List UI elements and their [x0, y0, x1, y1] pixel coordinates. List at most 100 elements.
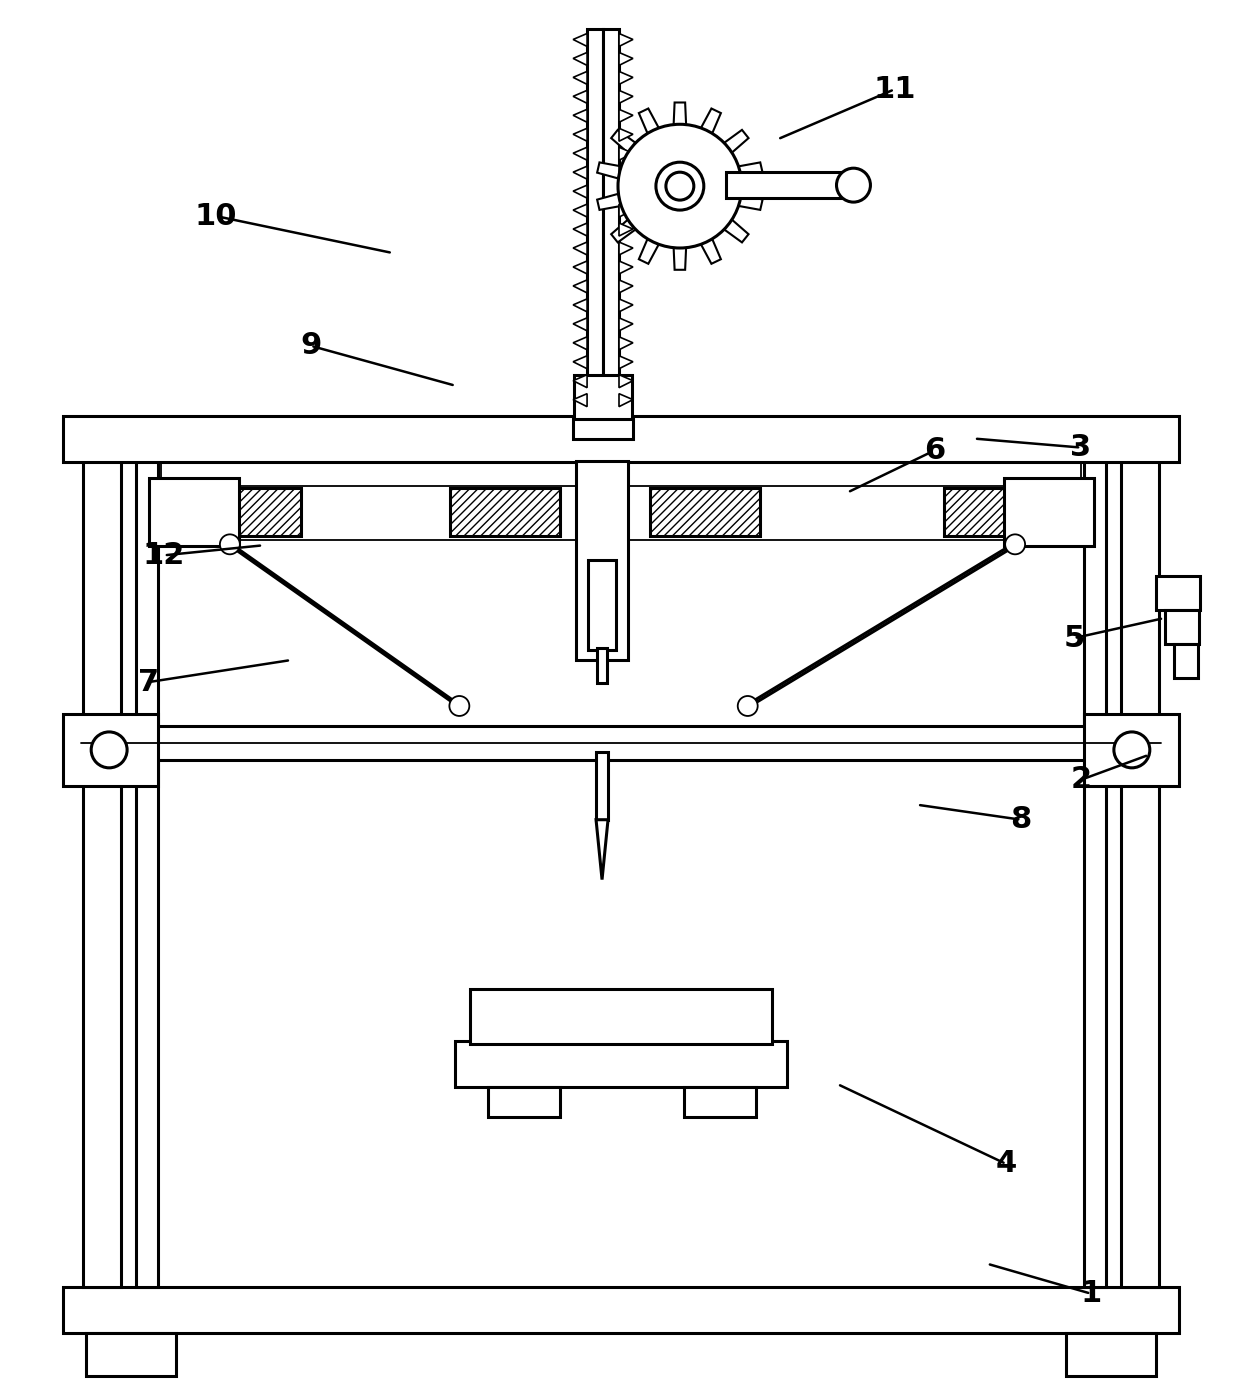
Bar	[945, 489, 1044, 536]
Polygon shape	[673, 103, 686, 125]
Bar	[1084, 436, 1106, 1286]
Circle shape	[666, 172, 694, 200]
Polygon shape	[619, 128, 632, 142]
Polygon shape	[739, 193, 763, 210]
Circle shape	[738, 696, 758, 715]
Polygon shape	[619, 53, 632, 65]
Polygon shape	[573, 167, 587, 179]
Polygon shape	[573, 71, 587, 85]
Circle shape	[1006, 535, 1025, 554]
Polygon shape	[619, 90, 632, 103]
Polygon shape	[619, 393, 632, 407]
Polygon shape	[619, 375, 632, 388]
Bar	[725, 172, 856, 199]
Polygon shape	[639, 108, 658, 133]
Polygon shape	[573, 204, 587, 217]
Polygon shape	[619, 33, 632, 46]
Bar	[63, 1286, 1179, 1332]
Circle shape	[618, 124, 742, 249]
Bar	[603, 29, 619, 418]
Polygon shape	[573, 128, 587, 142]
Polygon shape	[573, 375, 587, 388]
Text: 7: 7	[139, 668, 160, 696]
Bar	[573, 418, 632, 439]
Text: 5: 5	[1064, 624, 1085, 653]
Bar	[596, 649, 608, 683]
Polygon shape	[619, 281, 632, 293]
Text: 11: 11	[873, 75, 915, 104]
Polygon shape	[573, 281, 587, 293]
Bar	[1121, 436, 1159, 1286]
Polygon shape	[573, 242, 587, 256]
Bar	[1164, 610, 1199, 644]
Bar	[1156, 576, 1199, 610]
Polygon shape	[619, 224, 632, 236]
Text: 6: 6	[924, 436, 945, 465]
Polygon shape	[619, 261, 632, 274]
Polygon shape	[573, 110, 587, 122]
Polygon shape	[619, 147, 632, 160]
Polygon shape	[573, 336, 587, 350]
Circle shape	[1114, 732, 1149, 768]
Bar	[1004, 478, 1094, 546]
Polygon shape	[619, 242, 632, 256]
Bar	[574, 375, 632, 425]
Bar	[577, 461, 627, 660]
Polygon shape	[573, 147, 587, 160]
Polygon shape	[573, 53, 587, 65]
Polygon shape	[619, 299, 632, 313]
Polygon shape	[619, 356, 632, 368]
Text: 3: 3	[1070, 433, 1091, 463]
Bar	[83, 436, 122, 1286]
Polygon shape	[598, 163, 621, 179]
Polygon shape	[573, 393, 587, 407]
Text: 9: 9	[300, 332, 321, 360]
Polygon shape	[573, 356, 587, 368]
Polygon shape	[619, 336, 632, 350]
Bar	[650, 489, 760, 536]
Polygon shape	[739, 163, 763, 179]
Polygon shape	[673, 247, 686, 269]
Bar	[1084, 714, 1179, 786]
Bar	[587, 29, 603, 418]
Polygon shape	[701, 108, 720, 133]
Polygon shape	[573, 90, 587, 103]
Polygon shape	[573, 185, 587, 199]
Text: 4: 4	[996, 1150, 1017, 1178]
Bar	[149, 478, 239, 546]
Circle shape	[92, 732, 128, 768]
Polygon shape	[619, 318, 632, 331]
Bar	[1066, 1332, 1156, 1376]
Circle shape	[449, 696, 469, 715]
Bar	[63, 415, 1179, 461]
Polygon shape	[596, 820, 608, 879]
Polygon shape	[611, 219, 636, 243]
Bar	[136, 436, 157, 1286]
Bar	[596, 751, 608, 820]
Polygon shape	[619, 71, 632, 85]
Bar	[683, 1088, 755, 1117]
Bar	[81, 726, 1161, 760]
Text: 2: 2	[1070, 765, 1091, 795]
Text: 12: 12	[143, 540, 185, 569]
Bar	[470, 989, 771, 1045]
Text: 8: 8	[1011, 806, 1032, 835]
Polygon shape	[724, 219, 749, 243]
Polygon shape	[724, 131, 749, 153]
Polygon shape	[639, 239, 658, 264]
Polygon shape	[619, 204, 632, 217]
Polygon shape	[573, 299, 587, 313]
Polygon shape	[619, 110, 632, 122]
Polygon shape	[573, 261, 587, 274]
Bar	[1174, 644, 1198, 678]
Circle shape	[656, 163, 704, 210]
Circle shape	[837, 168, 870, 203]
Bar	[87, 1332, 176, 1376]
Text: 10: 10	[195, 201, 237, 231]
Bar	[450, 489, 560, 536]
Bar	[588, 560, 616, 650]
Bar	[455, 1042, 786, 1088]
Polygon shape	[701, 239, 720, 264]
Bar	[489, 1088, 560, 1117]
Polygon shape	[619, 185, 632, 199]
